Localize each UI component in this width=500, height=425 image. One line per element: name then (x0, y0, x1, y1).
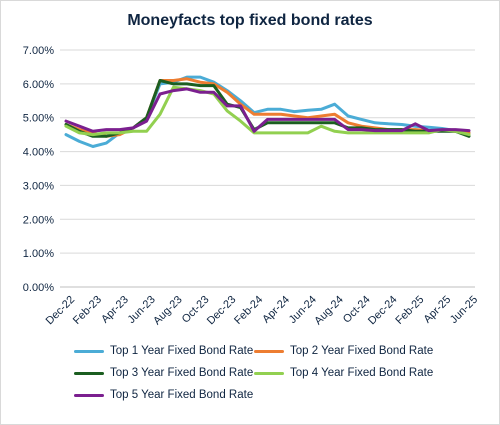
legend-label: Top 2 Year Fixed Bond Rate (290, 345, 434, 357)
y-tick-label: 7.00% (23, 45, 54, 57)
x-tick-label: Feb-25 (393, 294, 426, 327)
series-lines (64, 75, 471, 148)
x-tick-label: Jun-25 (448, 294, 480, 326)
series-line-5 (64, 87, 471, 133)
legend-label: Top 3 Year Fixed Bond Rate (110, 367, 254, 379)
series-line-1 (64, 75, 471, 148)
y-tick-label: 1.00% (23, 248, 54, 260)
x-tick-label: Feb-23 (71, 294, 104, 327)
legend-item: Top 5 Year Fixed Bond Rate (74, 389, 253, 401)
legend-label: Top 4 Year Fixed Bond Rate (290, 367, 434, 379)
legend-label: Top 5 Year Fixed Bond Rate (110, 389, 254, 401)
x-tick-label: Apr-24 (260, 294, 292, 326)
legend-item: Top 2 Year Fixed Bond Rate (254, 345, 433, 357)
y-axis-ticks: 0.00% 1.00% 2.00% 3.00% 4.00% 5.00% 6.00% 7.00% (23, 45, 54, 294)
legend-label: Top 1 Year Fixed Bond Rate (110, 345, 254, 357)
x-tick-label: Dec-24 (366, 294, 400, 328)
chart-title: Moneyfacts top fixed bond rates (127, 12, 373, 29)
x-tick-label: Feb-24 (232, 294, 265, 327)
legend-item: Top 3 Year Fixed Bond Rate (74, 367, 253, 379)
x-tick-label: Apr-25 (422, 294, 454, 326)
series-line-4 (64, 85, 471, 137)
gridlines (60, 49, 475, 288)
legend-swatch (74, 393, 104, 397)
legend-swatch (74, 371, 104, 375)
y-tick-label: 0.00% (23, 282, 54, 294)
legend-swatch (254, 349, 284, 353)
x-tick-label: Aug-23 (151, 294, 185, 328)
x-tick-label: Dec-23 (205, 294, 239, 328)
x-tick-label: Aug-24 (312, 294, 346, 328)
x-tick-label: Apr-23 (99, 294, 131, 326)
y-tick-label: 6.00% (23, 79, 54, 91)
y-tick-label: 3.00% (23, 180, 54, 192)
legend-item: Top 4 Year Fixed Bond Rate (254, 367, 433, 379)
x-axis-ticks: Dec-22Feb-23Apr-23Jun-23Aug-23Oct-23Dec-… (44, 294, 481, 328)
legend-item: Top 1 Year Fixed Bond Rate (74, 345, 253, 357)
y-tick-label: 4.00% (23, 147, 54, 159)
y-tick-label: 5.00% (23, 113, 54, 125)
legend-swatch (254, 371, 284, 375)
legend-swatch (74, 349, 104, 353)
x-tick-label: Dec-22 (44, 294, 78, 328)
y-tick-label: 2.00% (23, 214, 54, 226)
